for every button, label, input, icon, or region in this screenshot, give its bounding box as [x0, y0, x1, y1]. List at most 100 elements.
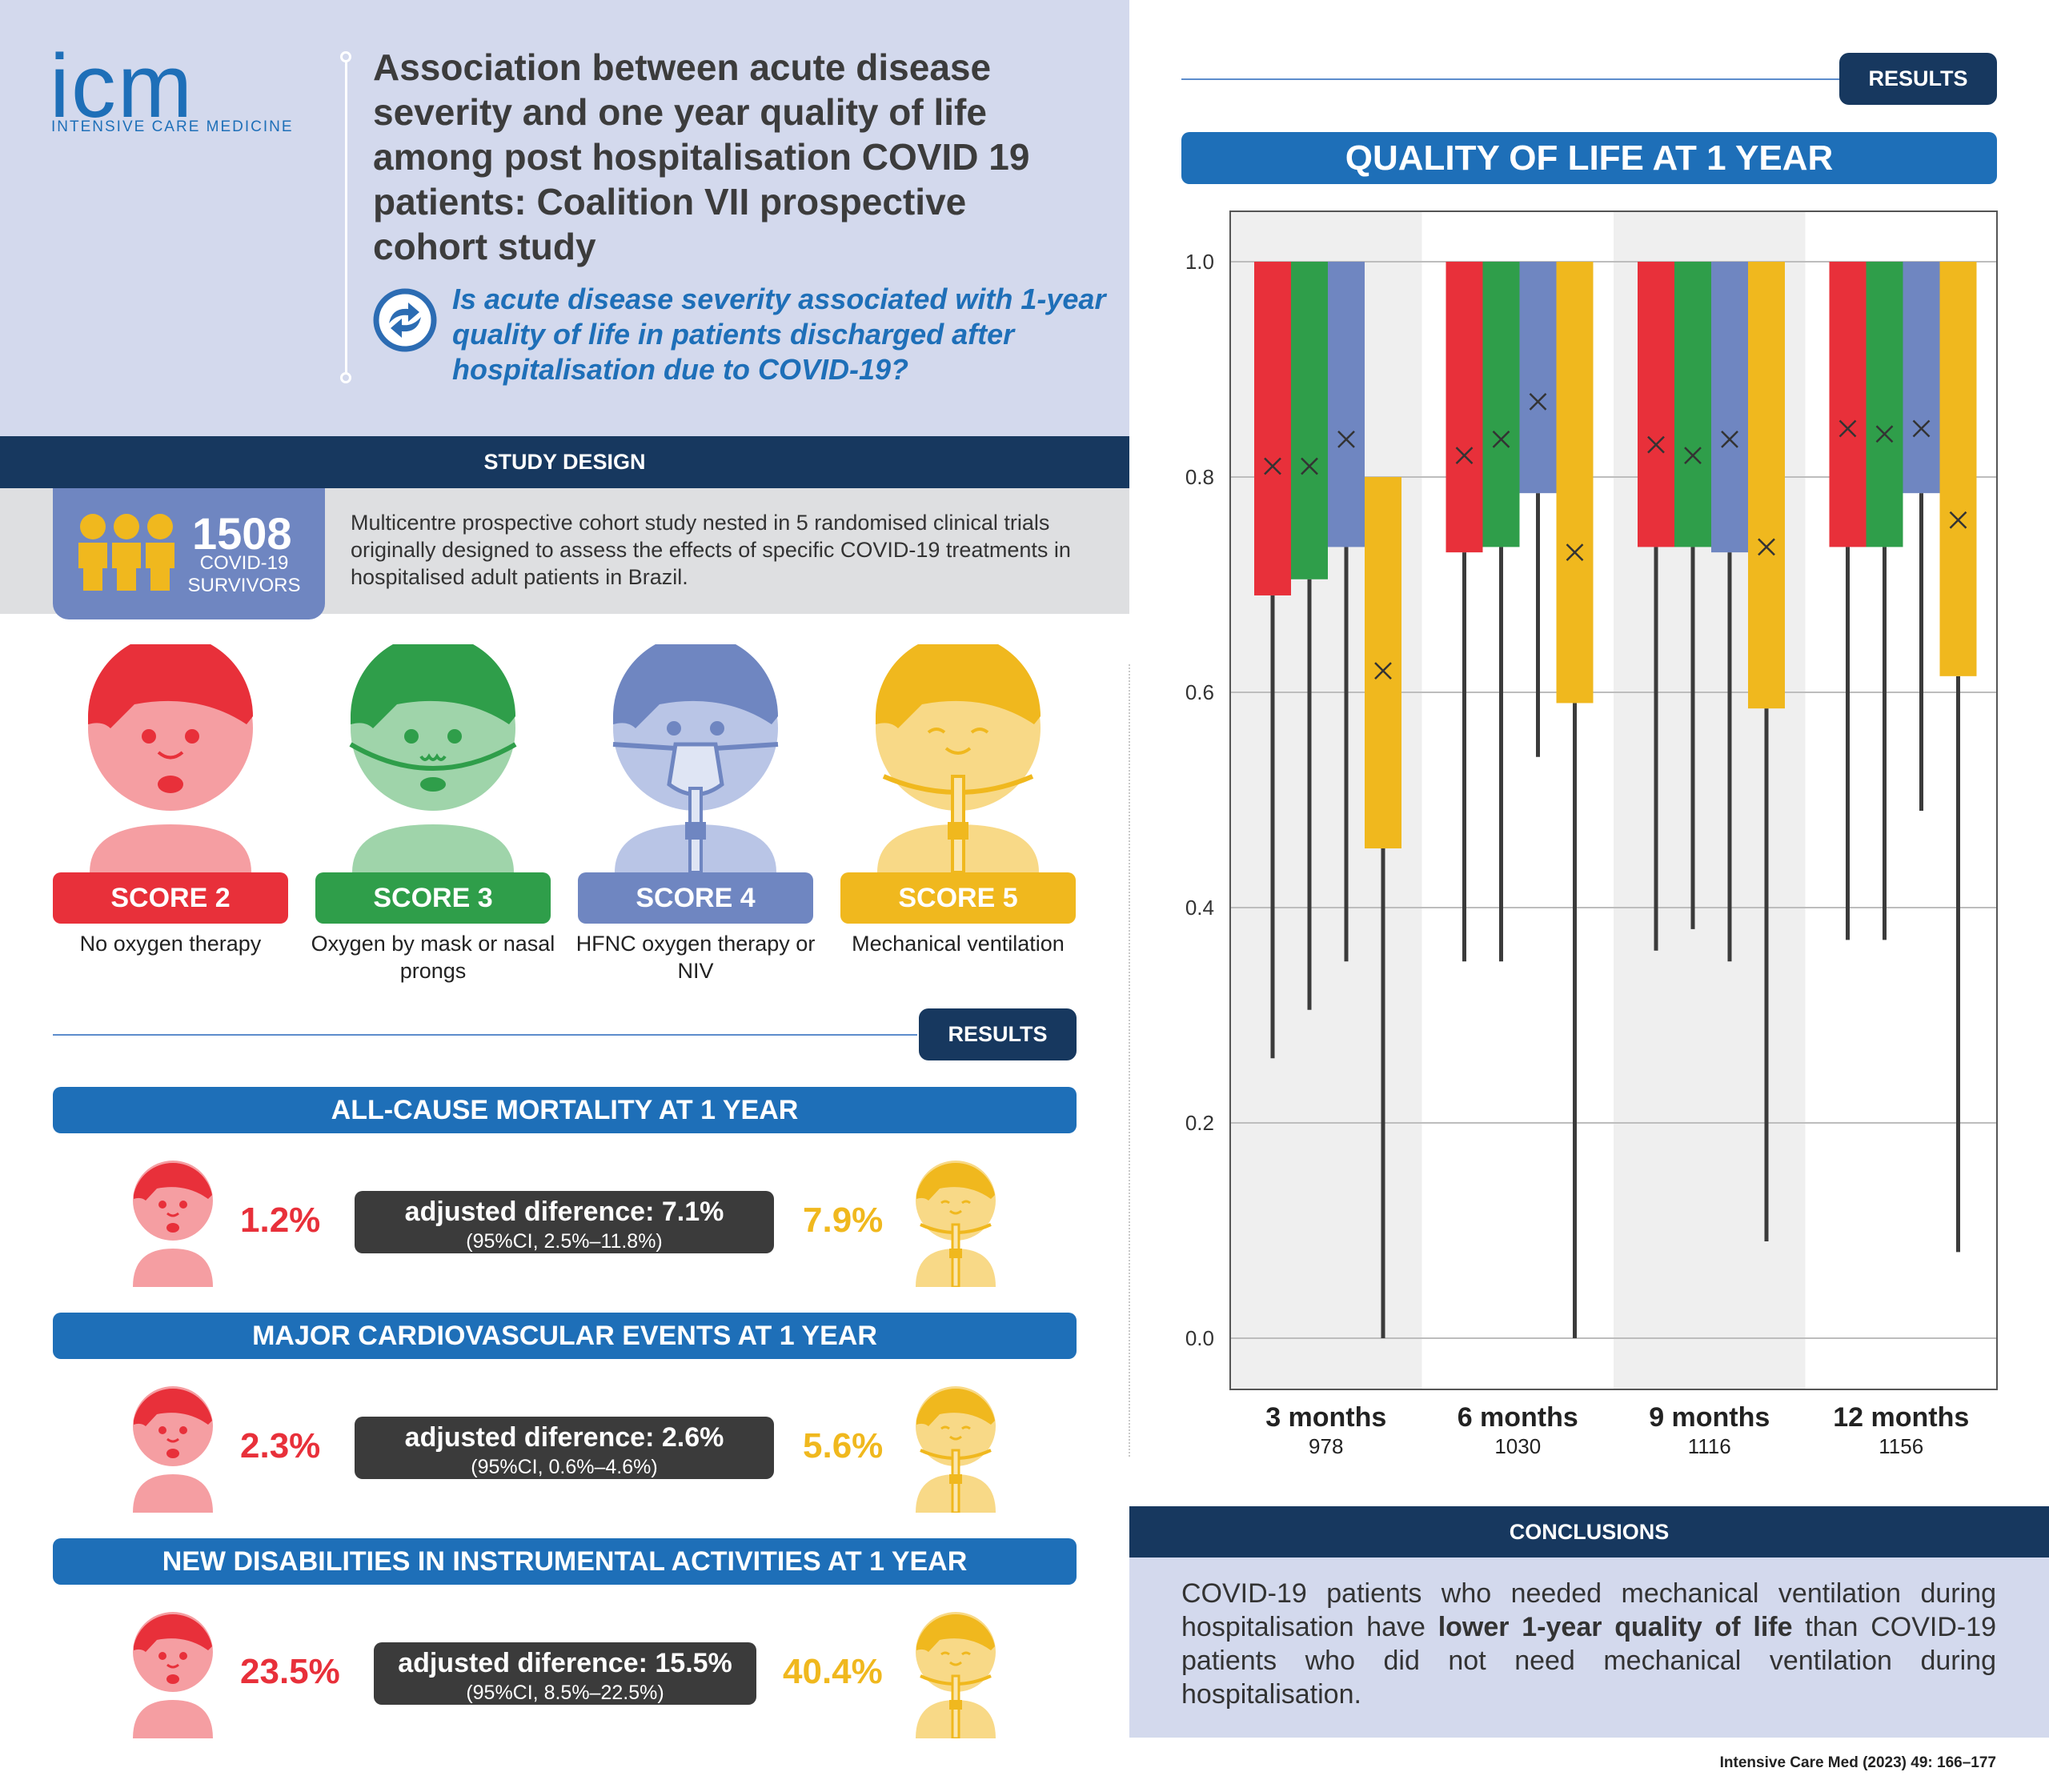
survivor-count: 1508: [192, 508, 292, 559]
patient-icon-score-5: [866, 634, 1050, 876]
score-5-rate: 40.4%: [783, 1652, 883, 1691]
box: [1556, 262, 1594, 704]
adjusted-difference: adjusted diference: 2.6% (95%CI, 0.6%–4.6…: [355, 1417, 774, 1479]
score-5-rate: 7.9%: [803, 1201, 884, 1240]
results-rule-right: [1181, 78, 1839, 80]
patient-icon-score-5-small: [912, 1159, 999, 1291]
x-group-label: 6 months: [1458, 1402, 1578, 1433]
results-label-right: RESULTS: [1839, 53, 1997, 105]
survivor-label: COVID-19 SURVIVORS: [187, 552, 301, 596]
box: [1446, 262, 1483, 553]
y-tick-label: 0.0: [1185, 1326, 1214, 1350]
score-4-description: HFNC oxygen therapy or NIV: [575, 932, 816, 983]
box: [1903, 262, 1940, 494]
people-icon: [75, 512, 179, 592]
score-2-rate: 2.3%: [240, 1426, 321, 1465]
box: [1748, 262, 1785, 709]
x-group-label: 9 months: [1649, 1402, 1770, 1433]
score-5-description: Mechanical ventilation: [852, 932, 1065, 956]
conclusions-text: COVID-19 patients who needed mechanical …: [1181, 1578, 1997, 1710]
citation: Intensive Care Med (2023) 49: 166–177: [1719, 1754, 1996, 1771]
box: [1254, 262, 1291, 595]
mean-marker: [1374, 662, 1392, 680]
score-3-description: Oxygen by mask or nasal prongs: [311, 932, 555, 983]
box: [1638, 262, 1674, 547]
box: [1711, 262, 1748, 553]
mean-marker: [1838, 419, 1857, 438]
x-group-label: 3 months: [1265, 1402, 1386, 1433]
score-4-badge: SCORE 4: [578, 872, 813, 924]
patient-icon-score-3: [341, 634, 525, 876]
patient-icon-score-5-small: [912, 1385, 999, 1517]
score-2-badge: SCORE 2: [53, 872, 288, 924]
mean-marker: [1758, 538, 1775, 556]
mean-marker: [1647, 435, 1665, 454]
patient-icon-score-2-small: [130, 1385, 216, 1517]
x-group-n: 1030: [1494, 1434, 1541, 1458]
mean-marker: [1529, 392, 1547, 411]
mean-marker: [1684, 447, 1702, 464]
divider-dot: [340, 51, 351, 62]
outcome-title-cardiovascular: MAJOR CARDIOVASCULAR EVENTS AT 1 YEAR: [53, 1313, 1077, 1359]
study-design-text: Multicentre prospective cohort study nes…: [351, 511, 1071, 589]
x-group-n: 1156: [1879, 1434, 1923, 1458]
mean-marker: [1455, 447, 1474, 464]
patient-icon-score-2-small: [130, 1159, 216, 1291]
divider-dot: [340, 372, 351, 383]
header-panel: [0, 0, 1129, 436]
results-rule: [53, 1034, 917, 1036]
box: [1674, 262, 1711, 547]
box: [1328, 262, 1365, 547]
y-tick-label: 0.4: [1185, 896, 1214, 920]
mean-marker: [1566, 543, 1584, 562]
score-5-badge: SCORE 5: [840, 872, 1076, 924]
conclusions-panel: [1129, 1557, 2049, 1738]
box: [1939, 262, 1977, 676]
mean-marker: [1301, 457, 1318, 475]
logo: icm: [50, 36, 194, 136]
patient-icon-score-5-small: [912, 1610, 999, 1742]
x-group-n: 1116: [1688, 1434, 1731, 1458]
mean-marker: [1949, 511, 1967, 529]
panel-divider: [1129, 664, 1130, 1457]
results-label-left: RESULTS: [919, 1008, 1077, 1060]
patient-icon-score-4: [603, 634, 788, 876]
conclusions-header: CONCLUSIONS: [1129, 1506, 2049, 1557]
patient-icon-score-2: [78, 634, 263, 876]
score-5-rate: 5.6%: [803, 1426, 884, 1465]
x-group-n: 978: [1309, 1434, 1343, 1458]
qol-title: QUALITY OF LIFE AT 1 YEAR: [1181, 132, 1997, 184]
logo-subtitle: INTENSIVE CARE MEDICINE: [51, 118, 294, 135]
score-2-rate: 23.5%: [240, 1652, 340, 1691]
y-tick-label: 0.2: [1185, 1111, 1214, 1135]
mean-marker: [1337, 431, 1355, 448]
y-tick-label: 1.0: [1185, 250, 1214, 274]
box: [1866, 262, 1903, 547]
x-group-label: 12 months: [1833, 1402, 1969, 1433]
mean-marker: [1264, 457, 1281, 475]
score-2-rate: 1.2%: [240, 1201, 321, 1240]
patient-icon-score-2-small: [130, 1610, 216, 1742]
plot-frame: [1229, 210, 1998, 1390]
page-title: Association between acute disease severi…: [373, 46, 1030, 267]
box: [1365, 477, 1401, 849]
divider: [345, 56, 347, 379]
outcome-title-mortality: ALL-CAUSE MORTALITY AT 1 YEAR: [53, 1087, 1077, 1133]
y-tick-label: 0.6: [1185, 680, 1214, 704]
box: [1519, 262, 1557, 494]
box: [1482, 262, 1520, 547]
research-question: Is acute disease severity associated wit…: [452, 283, 1106, 386]
score-3-badge: SCORE 3: [315, 872, 551, 924]
mean-marker: [1492, 431, 1510, 448]
question-icon: [373, 288, 437, 352]
study-design-header: STUDY DESIGN: [0, 436, 1129, 488]
outcome-title-disabilities: NEW DISABILITIES IN INSTRUMENTAL ACTIVIT…: [53, 1538, 1077, 1585]
adjusted-difference: adjusted diference: 7.1% (95%CI, 2.5%–11.…: [355, 1191, 774, 1253]
box: [1291, 262, 1328, 579]
box: [1829, 262, 1867, 547]
mean-marker: [1721, 431, 1738, 448]
mean-marker: [1875, 425, 1894, 443]
adjusted-difference: adjusted diference: 15.5% (95%CI, 8.5%–22…: [374, 1642, 756, 1705]
score-2-description: No oxygen therapy: [79, 932, 262, 956]
